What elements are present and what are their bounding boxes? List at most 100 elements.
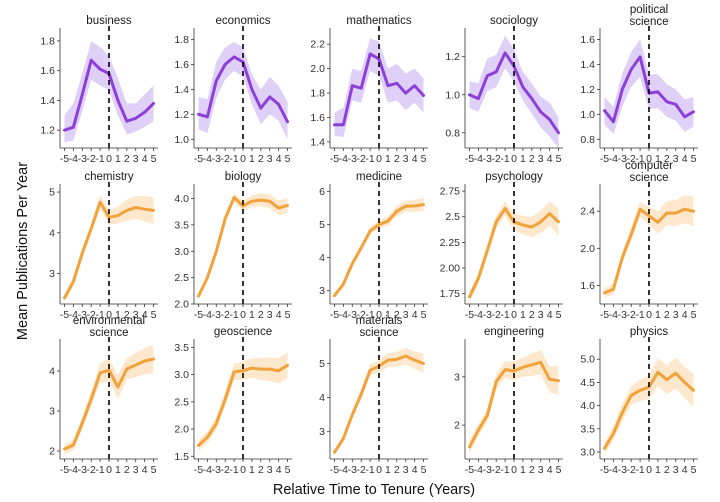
x-tick-label: 2 — [258, 464, 264, 476]
data-point — [63, 296, 66, 300]
x-tick-label: -1 — [635, 464, 644, 476]
y-tick-label: 3.0 — [174, 369, 189, 381]
x-tick-label: 4 — [547, 153, 553, 165]
x-tick-label: 0 — [646, 309, 652, 321]
y-tick-label: 4 — [319, 392, 325, 404]
data-point — [152, 102, 155, 105]
x-tick-label: -1 — [95, 309, 104, 321]
x-tick-label: -1 — [500, 464, 509, 476]
data-point — [259, 106, 262, 110]
data-point — [107, 216, 111, 219]
x-tick-label: 2 — [394, 153, 400, 165]
y-tick-label: 5 — [49, 187, 55, 199]
confidence-band — [334, 197, 424, 298]
x-tick-label: 4 — [682, 464, 688, 476]
x-tick-label: 2 — [124, 153, 130, 165]
data-point — [333, 123, 336, 127]
data-point — [116, 214, 120, 217]
x-tick-label: -5 — [330, 153, 339, 165]
panel-title: computer science — [625, 160, 673, 184]
x-tick-label: 2 — [258, 309, 264, 321]
x-tick-label: 4 — [547, 309, 553, 321]
data-point — [197, 113, 200, 116]
x-tick-label: -5 — [60, 464, 69, 476]
y-axis-title: Mean Publications Per Year — [15, 162, 31, 340]
data-point — [197, 294, 200, 298]
panel: geoscience 1.5 2.0 2.5 3.0 3.5 -5 -4 -3 -2 -1 0 1 2 3 4… — [174, 326, 292, 476]
x-tick-label: 0 — [106, 153, 112, 165]
data-point — [241, 204, 245, 208]
x-tick-label: -3 — [212, 464, 221, 476]
x-tick-label: -3 — [618, 464, 627, 476]
y-tick-label: 3.5 — [174, 342, 189, 354]
y-tick-label: 2.4 — [580, 206, 595, 218]
data-point — [630, 233, 633, 236]
x-tick-label: 1 — [115, 464, 121, 476]
data-point — [495, 220, 498, 224]
x-tick-label: -4 — [69, 153, 78, 165]
data-point — [215, 422, 218, 425]
data-point — [268, 95, 271, 99]
x-tick-label: -3 — [78, 309, 87, 321]
x-tick-label: -5 — [330, 464, 339, 476]
y-tick-label: 1.8 — [310, 88, 325, 100]
x-tick-label: 5 — [691, 309, 697, 321]
x-tick-label: -3 — [348, 464, 357, 476]
data-point — [512, 369, 516, 373]
data-point — [521, 366, 525, 369]
x-tick-label: -5 — [194, 153, 203, 165]
x-tick-label: 2 — [664, 309, 670, 321]
data-point — [72, 443, 75, 447]
x-tick-label: 0 — [511, 153, 517, 165]
x-tick-label: -1 — [635, 309, 644, 321]
x-tick-label: 2 — [394, 309, 400, 321]
x-tick-label: -3 — [212, 153, 221, 165]
x-tick-label: -5 — [600, 153, 609, 165]
x-tick-label: 0 — [240, 153, 246, 165]
x-tick-label: 3 — [538, 153, 544, 165]
data-point — [638, 389, 642, 392]
data-point — [206, 276, 209, 279]
data-point — [63, 447, 66, 451]
x-tick-label: 4 — [142, 153, 148, 165]
x-tick-label: 5 — [285, 464, 291, 476]
data-point — [143, 359, 146, 363]
x-tick-label: 1 — [385, 153, 391, 165]
x-tick-label: 4 — [276, 464, 282, 476]
data-point — [351, 413, 354, 416]
x-tick-label: 5 — [151, 309, 157, 321]
panel-title: business — [86, 15, 132, 27]
x-tick-label: -1 — [365, 153, 374, 165]
data-point — [603, 109, 606, 112]
x-tick-label: -1 — [500, 309, 509, 321]
y-tick-label: 1.6 — [580, 280, 595, 292]
x-tick-label: -2 — [627, 464, 636, 476]
x-tick-label: 3 — [403, 464, 409, 476]
panel-title: political science — [630, 4, 669, 28]
data-point — [152, 357, 155, 361]
data-point — [286, 364, 289, 367]
data-point — [368, 229, 372, 233]
confidence-band — [469, 201, 559, 302]
data-point — [377, 223, 381, 226]
data-point — [268, 200, 271, 203]
y-tick-label: 1.4 — [580, 59, 595, 71]
y-tick-label: 4 — [49, 227, 55, 239]
x-tick-label: 0 — [376, 464, 382, 476]
y-tick-label: 1.4 — [310, 136, 325, 148]
data-point — [241, 369, 245, 372]
data-point — [72, 126, 75, 129]
y-tick-label: 3 — [319, 426, 325, 438]
y-tick-label: 2.0 — [174, 299, 189, 311]
x-axis-title: Relative Time to Tenure (Years) — [273, 482, 475, 498]
data-point — [98, 201, 102, 204]
x-tick-label: 0 — [646, 153, 652, 165]
data-point — [351, 262, 354, 265]
x-tick-label: -2 — [221, 153, 230, 165]
x-tick-label: 1 — [655, 464, 661, 476]
data-point — [683, 381, 686, 384]
y-tick-label: 1.0 — [580, 109, 595, 121]
